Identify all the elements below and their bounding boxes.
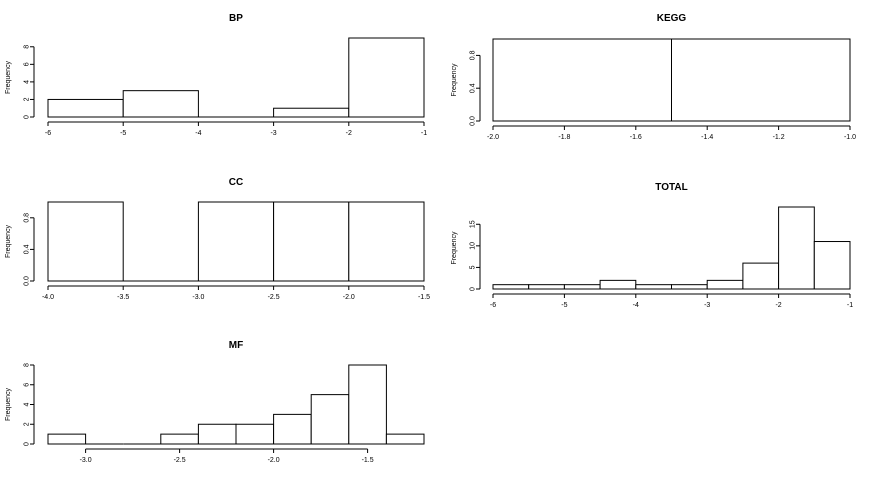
y-tick-label: 6: [24, 62, 31, 66]
histogram-bar: [671, 284, 708, 290]
histogram-bar: [197, 201, 275, 282]
x-tick-label: -1.0: [844, 134, 856, 141]
y-tick-label: 4: [24, 402, 31, 406]
y-tick-label: 0.0: [24, 276, 31, 286]
histogram-bar: [47, 433, 87, 445]
x-tick-label: -2.0: [268, 457, 280, 464]
y-axis-label: Frequency: [5, 387, 12, 421]
y-tick-label: 15: [470, 220, 477, 228]
histogram-bar: [348, 37, 425, 118]
y-tick-label: 2: [24, 422, 31, 426]
y-tick-label: 5: [470, 265, 477, 269]
histogram-bar: [813, 241, 851, 290]
x-tick-label: -4: [633, 302, 639, 309]
chart-title: KEGG: [657, 13, 687, 24]
histogram-bar: [310, 394, 350, 445]
y-tick-label: 6: [24, 383, 31, 387]
y-tick-label: 0: [24, 442, 31, 446]
y-tick-label: 8: [24, 45, 31, 49]
chart-title: MF: [229, 340, 243, 351]
y-axis-label: Frequency: [451, 63, 458, 97]
chart-title: TOTAL: [655, 182, 687, 193]
x-tick-label: -3: [704, 302, 710, 309]
histogram-bar: [492, 284, 530, 290]
x-tick-label: -1.5: [418, 294, 430, 301]
histogram-bar: [47, 98, 124, 118]
x-tick-label: -1.8: [558, 134, 570, 141]
x-tick-label: -1.6: [630, 134, 642, 141]
x-tick-label: -1.2: [773, 134, 785, 141]
y-axis-label: Frequency: [5, 224, 12, 258]
x-tick-label: -4: [195, 130, 201, 137]
histogram-panel-mf: MF -3.0 -2.5 -2.0 -1.5 0 2 4 6 8 Frequency: [5, 340, 425, 464]
y-tick-label: 0.8: [470, 50, 477, 60]
histogram-bar: [742, 262, 780, 290]
histogram-bar: [160, 433, 199, 445]
histogram-bar: [235, 423, 275, 445]
histogram-bar: [122, 90, 199, 118]
y-tick-label: 8: [24, 363, 31, 367]
x-tick-label: -1.4: [701, 134, 713, 141]
histogram-bar: [273, 201, 350, 282]
x-tick-label: -2.0: [487, 134, 499, 141]
x-tick-label: -5: [120, 130, 126, 137]
x-tick-label: -1: [421, 130, 427, 137]
x-tick-label: -3.0: [80, 457, 92, 464]
y-tick-label: 0.4: [24, 244, 31, 254]
x-tick-label: -1: [847, 302, 853, 309]
histogram-bar: [273, 413, 312, 445]
x-tick-label: -2: [775, 302, 781, 309]
chart-title: BP: [229, 13, 243, 24]
histogram-bar: [273, 107, 350, 118]
histogram-bar: [348, 364, 387, 445]
histogram-panel-total: TOTAL -6 -5 -4 -3 -2 -1 0 5 10 15 Frequency: [451, 182, 853, 309]
histogram-panel-kegg: KEGG -2.0 -1.8 -1.6 -1.4 -1.2 -1.0 0.0 0.4 0.8 Fre…: [451, 13, 856, 141]
histogram-bar: [706, 279, 744, 290]
chart-title: CC: [229, 177, 243, 188]
histogram-bar: [599, 279, 637, 290]
histogram-bar: [671, 38, 851, 122]
y-axis-label: Frequency: [5, 60, 12, 94]
x-tick-label: -3.5: [117, 294, 129, 301]
y-tick-label: 0.8: [24, 213, 31, 223]
y-tick-label: 2: [24, 97, 31, 101]
y-tick-label: 10: [470, 242, 477, 250]
histogram-bar: [47, 201, 124, 282]
x-tick-label: -3: [270, 130, 276, 137]
y-tick-label: 0: [470, 287, 477, 291]
histogram-bar: [528, 284, 565, 290]
x-tick-label: -2.0: [343, 294, 355, 301]
y-tick-label: 0.0: [470, 116, 477, 126]
histogram-panel-cc: CC -4.0 -3.5 -3.0 -2.5 -2.0 -1.5 0.0 0.4 0.8 Frequ…: [5, 177, 430, 301]
histogram-bar: [197, 423, 237, 445]
x-tick-label: -2.5: [268, 294, 280, 301]
y-axis-label: Frequency: [451, 231, 458, 265]
histogram-bar: [385, 433, 425, 445]
x-tick-label: -6: [45, 130, 51, 137]
x-tick-label: -6: [490, 302, 496, 309]
histogram-panel-bp: BP -6 -5 -4 -3 -2 -1 0 2 4 6 8 Frequency: [5, 13, 427, 137]
y-tick-label: 0.4: [470, 83, 477, 93]
histogram-bar: [348, 201, 425, 282]
histogram-bar: [778, 206, 815, 290]
x-tick-label: -1.5: [362, 457, 374, 464]
x-tick-label: -2: [346, 130, 352, 137]
histogram-bar: [635, 284, 672, 290]
histogram-bar: [492, 38, 672, 122]
y-tick-label: 4: [24, 80, 31, 84]
x-tick-label: -3.0: [192, 294, 204, 301]
x-tick-label: -4.0: [42, 294, 54, 301]
y-tick-label: 0: [24, 115, 31, 119]
histogram-bar: [563, 284, 601, 290]
x-tick-label: -2.5: [174, 457, 186, 464]
x-tick-label: -5: [561, 302, 567, 309]
